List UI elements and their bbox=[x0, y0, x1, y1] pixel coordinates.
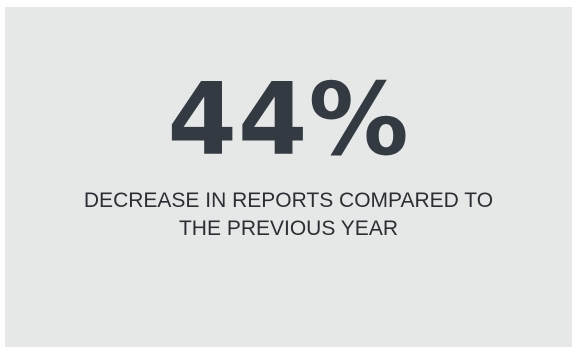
stat-caption-line-1: DECREASE IN REPORTS COMPARED TO bbox=[83, 189, 494, 212]
stat-caption-line-2: THE PREVIOUS YEAR bbox=[178, 217, 398, 240]
stat-card: 44% DECREASE IN REPORTS COMPARED TO THE … bbox=[5, 7, 572, 347]
stat-value: 44% bbox=[167, 61, 410, 178]
stat-caption: DECREASE IN REPORTS COMPARED TO THE PREV… bbox=[45, 187, 532, 243]
